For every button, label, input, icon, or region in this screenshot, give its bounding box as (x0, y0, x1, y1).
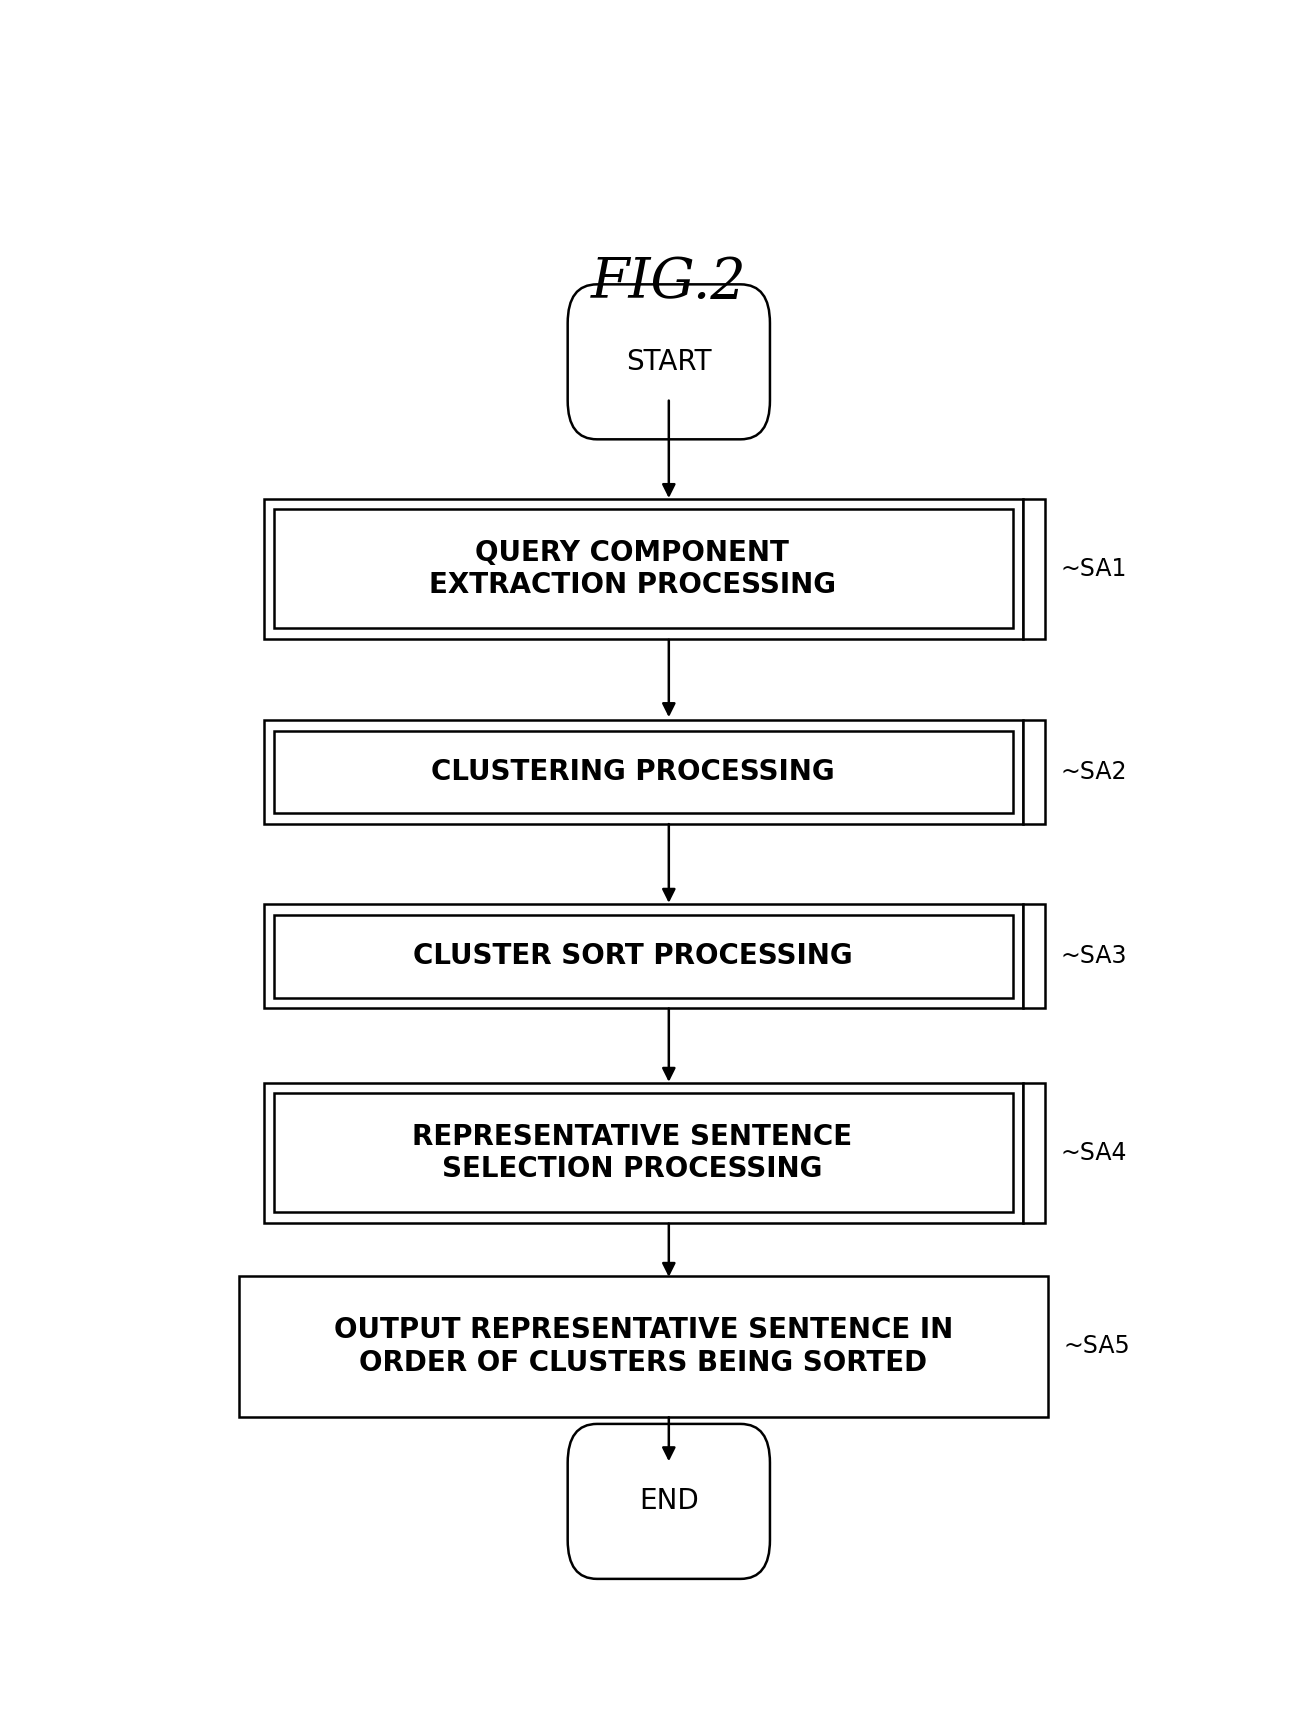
Bar (264, 1083, 1023, 1223)
Bar (274, 914, 1013, 998)
Bar (264, 498, 1023, 638)
Bar (264, 904, 1023, 1008)
Text: END: END (639, 1487, 698, 1515)
Text: ~SA5: ~SA5 (1064, 1334, 1130, 1359)
Text: REPRESENTATIVE SENTENCE
SELECTION PROCESSING: REPRESENTATIVE SENTENCE SELECTION PROCES… (412, 1123, 852, 1183)
Text: OUTPUT REPRESENTATIVE SENTENCE IN
ORDER OF CLUSTERS BEING SORTED: OUTPUT REPRESENTATIVE SENTENCE IN ORDER … (334, 1317, 953, 1376)
Bar (1023, 904, 1045, 1008)
Bar (264, 720, 1023, 824)
Text: ~SA4: ~SA4 (1060, 1140, 1126, 1164)
Text: FIG.2: FIG.2 (591, 255, 746, 309)
Text: ~SA1: ~SA1 (1060, 557, 1126, 581)
Text: CLUSTER SORT PROCESSING: CLUSTER SORT PROCESSING (412, 942, 852, 970)
Bar (1023, 720, 1045, 824)
Bar (274, 1093, 1013, 1213)
FancyBboxPatch shape (568, 285, 770, 439)
Text: QUERY COMPONENT
EXTRACTION PROCESSING: QUERY COMPONENT EXTRACTION PROCESSING (429, 538, 837, 599)
Text: ~SA2: ~SA2 (1060, 760, 1126, 784)
Text: START: START (626, 347, 711, 376)
Bar (274, 510, 1013, 628)
Bar (239, 1277, 1048, 1416)
Bar (274, 730, 1013, 814)
FancyBboxPatch shape (568, 1424, 770, 1579)
Text: CLUSTERING PROCESSING: CLUSTERING PROCESSING (431, 758, 834, 786)
Text: ~SA3: ~SA3 (1060, 944, 1126, 968)
Bar (1023, 1083, 1045, 1223)
Bar (1023, 498, 1045, 638)
